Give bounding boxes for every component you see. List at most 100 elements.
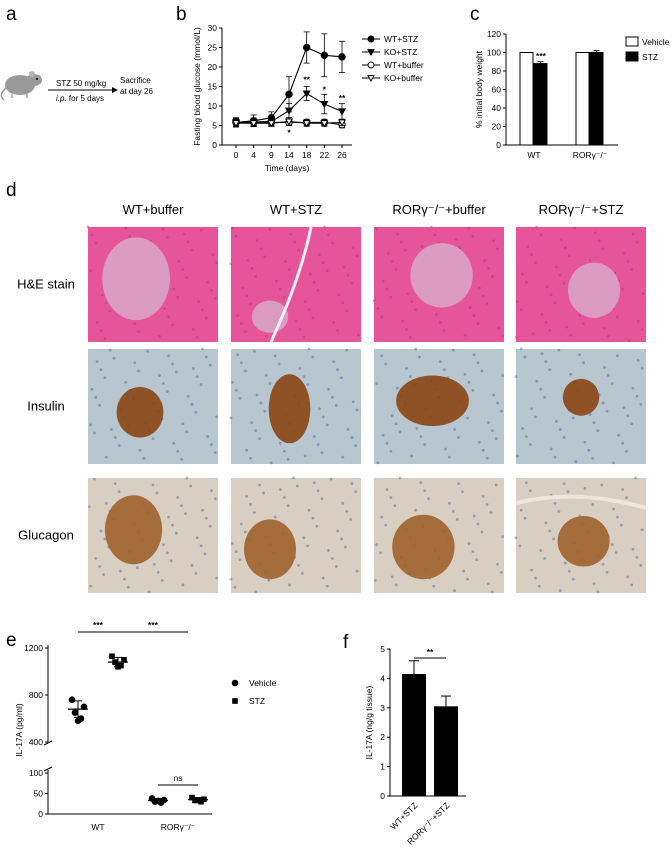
- nucleus: [172, 287, 176, 291]
- nucleus: [350, 436, 354, 439]
- x-tick-label: 18: [302, 150, 312, 160]
- nucleus: [214, 296, 217, 300]
- nucleus: [108, 309, 112, 313]
- nucleus: [543, 395, 546, 399]
- significance-label: **: [427, 647, 434, 657]
- nucleus: [86, 225, 90, 229]
- nucleus: [621, 287, 624, 291]
- nucleus: [635, 394, 639, 398]
- tissue-image-2-1: [229, 476, 361, 594]
- y-tick-label: 20: [492, 122, 502, 132]
- legend-marker: [367, 35, 375, 43]
- nucleus: [175, 370, 178, 374]
- nucleus: [419, 481, 423, 484]
- nucleus: [267, 578, 271, 582]
- nucleus: [515, 300, 519, 304]
- nucleus: [573, 226, 576, 230]
- nucleus: [564, 246, 567, 250]
- nucleus: [259, 401, 263, 405]
- nucleus: [158, 374, 161, 377]
- nucleus: [635, 240, 639, 244]
- nucleus: [110, 428, 113, 431]
- y-tick-label: 5: [380, 644, 385, 654]
- nucleus: [578, 314, 582, 317]
- nucleus: [186, 240, 190, 244]
- data-point: [302, 90, 311, 98]
- nucleus: [182, 232, 186, 236]
- nucleus: [603, 366, 606, 369]
- nucleus: [539, 387, 543, 391]
- nucleus: [249, 456, 252, 460]
- x-tick-label: WT: [527, 150, 540, 160]
- x-tick-label: 14: [284, 150, 294, 160]
- nucleus: [152, 562, 156, 566]
- x-axis-title: Time (days): [265, 163, 310, 173]
- nucleus: [640, 367, 644, 370]
- x-tick-label: WT: [91, 822, 104, 832]
- nucleus: [385, 287, 389, 291]
- nucleus: [485, 503, 489, 506]
- nucleus: [381, 279, 385, 283]
- nucleus: [204, 355, 208, 359]
- nucleus: [398, 430, 402, 434]
- nucleus: [327, 387, 330, 391]
- nucleus: [329, 477, 333, 481]
- nucleus: [432, 584, 436, 588]
- nucleus: [190, 564, 194, 567]
- nucleus: [350, 482, 354, 486]
- sacrifice-label: Sacrifice: [120, 76, 151, 85]
- nucleus: [181, 422, 185, 426]
- nucleus: [87, 505, 91, 509]
- nucleus: [582, 361, 585, 365]
- panel-f-letter: f: [343, 632, 349, 653]
- data-point: [320, 100, 329, 109]
- nucleus: [614, 551, 618, 555]
- nucleus: [562, 436, 566, 439]
- tissue-image-1-0: [88, 347, 219, 464]
- nucleus: [534, 261, 537, 265]
- nucleus: [451, 348, 455, 352]
- legend-label: KO+buffer: [384, 73, 423, 83]
- nucleus: [409, 375, 412, 378]
- nucleus: [108, 348, 112, 352]
- nucleus: [316, 489, 320, 493]
- nucleus: [258, 437, 261, 441]
- nucleus: [98, 403, 102, 407]
- nucleus: [93, 477, 96, 481]
- tissue-image-0-1: [229, 225, 361, 343]
- bar-STZ: [533, 63, 548, 146]
- tissue-gap: [269, 226, 313, 343]
- nucleus: [549, 447, 553, 451]
- nucleus: [560, 238, 563, 242]
- nucleus: [483, 258, 486, 262]
- nucleus: [137, 330, 141, 334]
- nucleus: [245, 294, 249, 298]
- nucleus: [176, 496, 180, 499]
- nucleus: [639, 402, 643, 406]
- nucleus: [472, 353, 476, 357]
- nucleus: [414, 308, 417, 312]
- nucleus: [591, 456, 595, 460]
- islet: [268, 374, 311, 444]
- nucleus: [534, 576, 537, 580]
- nucleus: [616, 354, 619, 358]
- y-tick-label: 15: [208, 82, 218, 92]
- nucleus: [531, 332, 535, 336]
- y-axis-title: IL-17A (pg/ml): [14, 703, 24, 757]
- data-point: [118, 662, 124, 669]
- nucleus: [255, 239, 259, 243]
- significance-label: *: [287, 127, 291, 137]
- nucleus: [569, 333, 572, 337]
- nucleus: [472, 314, 476, 317]
- nucleus: [375, 543, 378, 547]
- nucleus: [355, 408, 359, 412]
- nucleus: [490, 275, 494, 278]
- nucleus: [336, 529, 339, 533]
- nucleus: [514, 336, 518, 339]
- nucleus: [616, 515, 619, 519]
- nucleus: [289, 232, 293, 236]
- nucleus: [525, 435, 528, 438]
- nucleus: [630, 583, 634, 587]
- nucleus: [298, 367, 302, 370]
- nucleus: [619, 523, 623, 527]
